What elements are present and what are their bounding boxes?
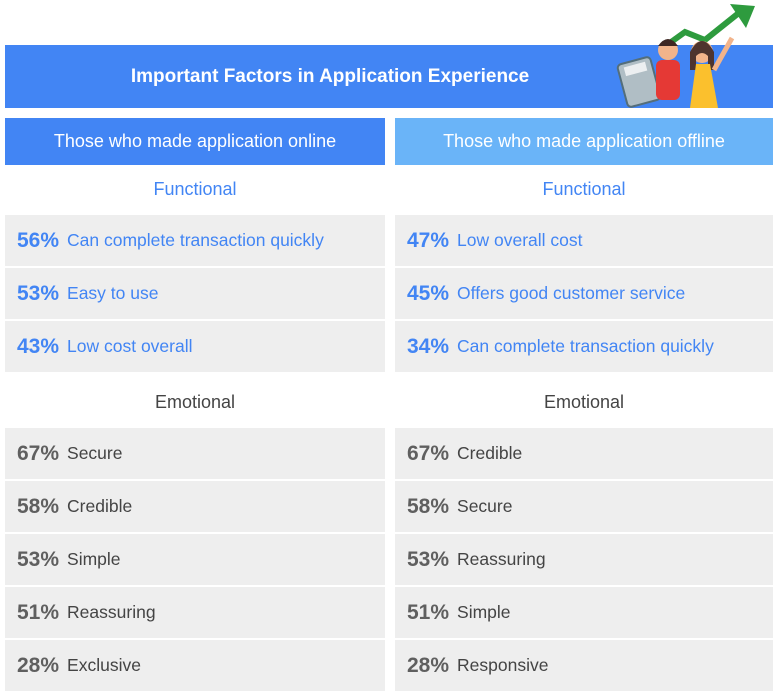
factor-row: 53% Easy to use — [5, 268, 385, 319]
factor-label: Reassuring — [67, 602, 156, 622]
factor-label: Reassuring — [457, 549, 546, 569]
factor-row: 45% Offers good customer service — [395, 268, 773, 319]
factor-row: 51% Simple — [395, 587, 773, 638]
illustration — [616, 4, 755, 108]
factor-row: 53% Reassuring — [395, 534, 773, 585]
percent: 51% — [17, 600, 60, 624]
percent: 28% — [407, 653, 450, 677]
percent: 47% — [407, 228, 450, 252]
factor-label: Secure — [67, 443, 123, 463]
column-header: Those who made application offline — [395, 118, 773, 165]
factor-label: Credible — [457, 443, 523, 463]
percent: 67% — [407, 441, 450, 465]
factor-row: 53% Simple — [5, 534, 385, 585]
factor-label: Simple — [67, 549, 121, 569]
factor-row: 34% Can complete transaction quickly — [395, 321, 773, 372]
factor-row: 56% Can complete transaction quickly — [5, 215, 385, 266]
factor-row: 67% Secure — [5, 428, 385, 479]
factor-label: Secure — [457, 496, 513, 516]
percent: 45% — [407, 281, 450, 305]
factor-row: 43% Low cost overall — [5, 321, 385, 372]
percent: 53% — [407, 547, 450, 571]
percent: 58% — [17, 494, 60, 518]
percent: 43% — [17, 334, 60, 358]
section-heading: Emotional — [543, 392, 625, 412]
factor-row: 58% Credible — [5, 481, 385, 532]
factor-label: Low overall cost — [457, 230, 583, 250]
factor-label: Can complete transaction quickly — [457, 336, 714, 356]
factor-label: Credible — [67, 496, 133, 516]
factor-row: 47% Low overall cost — [395, 215, 773, 266]
percent: 58% — [407, 494, 450, 518]
section-heading: Functional — [542, 179, 626, 199]
factor-label: Offers good customer service — [457, 283, 686, 303]
factor-label: Responsive — [457, 655, 549, 675]
section-heading: Functional — [153, 179, 237, 199]
factor-label: Low cost overall — [67, 336, 193, 356]
percent: 28% — [17, 653, 60, 677]
factor-row: 67% Credible — [395, 428, 773, 479]
percent: 53% — [17, 547, 60, 571]
factor-row: 28% Exclusive — [5, 640, 385, 691]
percent: 34% — [407, 334, 450, 358]
factor-label: Can complete transaction quickly — [67, 230, 324, 250]
column-header: Those who made application online — [5, 118, 385, 165]
section-heading: Emotional — [154, 392, 236, 412]
factor-row: 58% Secure — [395, 481, 773, 532]
factor-row: 28% Responsive — [395, 640, 773, 691]
title: Important Factors in Application Experie… — [130, 66, 530, 87]
percent: 51% — [407, 600, 450, 624]
percent: 53% — [17, 281, 60, 305]
factor-label: Easy to use — [67, 283, 159, 303]
factor-row: 51% Reassuring — [5, 587, 385, 638]
factor-label: Exclusive — [67, 655, 141, 675]
percent: 67% — [17, 441, 60, 465]
factor-label: Simple — [457, 602, 511, 622]
percent: 56% — [17, 228, 60, 252]
